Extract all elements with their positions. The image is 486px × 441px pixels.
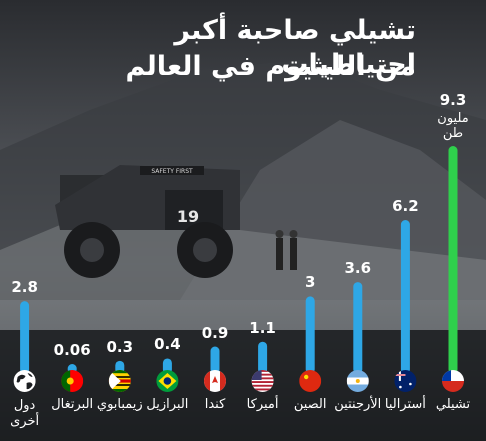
value-label-6: 0.9 (201, 323, 229, 342)
category-label-3: الأرجنتين (334, 397, 382, 412)
bar-10 (20, 301, 30, 374)
category-label-10: دول أخرى (10, 398, 40, 429)
chart-title-line-1: تشيلي صاحبة أكبر احتياطيات (174, 15, 416, 80)
mining-truck (55, 165, 240, 278)
value-label-4: 3 (304, 273, 316, 292)
category-label-2: أستراليا (384, 397, 426, 412)
value-label-9: 0.06 (53, 341, 91, 359)
usa-flag-icon (251, 370, 274, 392)
value-label-2: 6.2 (392, 197, 419, 215)
argentina-flag-icon (346, 370, 369, 392)
category-label-1: تشيلي (435, 397, 471, 412)
china-flag-icon (299, 370, 322, 392)
chile-flag-icon (442, 370, 464, 392)
bar-1 (448, 146, 458, 374)
truck-number: 19 (177, 207, 199, 226)
bar-7 (162, 358, 172, 374)
truck-sign-text: SAFETY FIRST (151, 168, 193, 175)
value-label-8: 0.3 (106, 337, 134, 356)
canada-flag-icon (204, 370, 226, 392)
bar-4 (305, 296, 315, 374)
bar-3 (353, 282, 363, 374)
unit-label-line-1: مليون (437, 111, 469, 126)
unit-label-line-2: طن (442, 126, 464, 141)
value-label-7: 0.4 (154, 335, 181, 354)
category-label-7: البرازيل (146, 397, 189, 412)
category-label-5: أميركا (246, 397, 279, 412)
bar-5 (258, 341, 268, 374)
workers (275, 230, 298, 270)
value-label-10: 2.8 (11, 278, 38, 297)
globe-icon (13, 370, 36, 392)
category-label-6: كندا (204, 397, 226, 412)
bar-6 (210, 346, 220, 374)
value-label-1: 9.3 (439, 91, 467, 109)
value-label-3: 3.6 (344, 259, 372, 278)
brazil-flag-icon (156, 370, 179, 392)
chart-title-line-2: من الليثيوم في العالم (125, 51, 417, 82)
value-label-5: 1.1 (249, 318, 276, 337)
bar-2 (400, 220, 410, 374)
category-label-8: زيمبابوي (96, 397, 143, 412)
category-label-9: البرتغال (51, 397, 94, 412)
zimbabwe-flag-icon (108, 370, 131, 392)
portugal-flag-icon (61, 370, 84, 392)
australia-flag-icon (394, 370, 417, 392)
category-label-4: الصين (293, 397, 327, 412)
